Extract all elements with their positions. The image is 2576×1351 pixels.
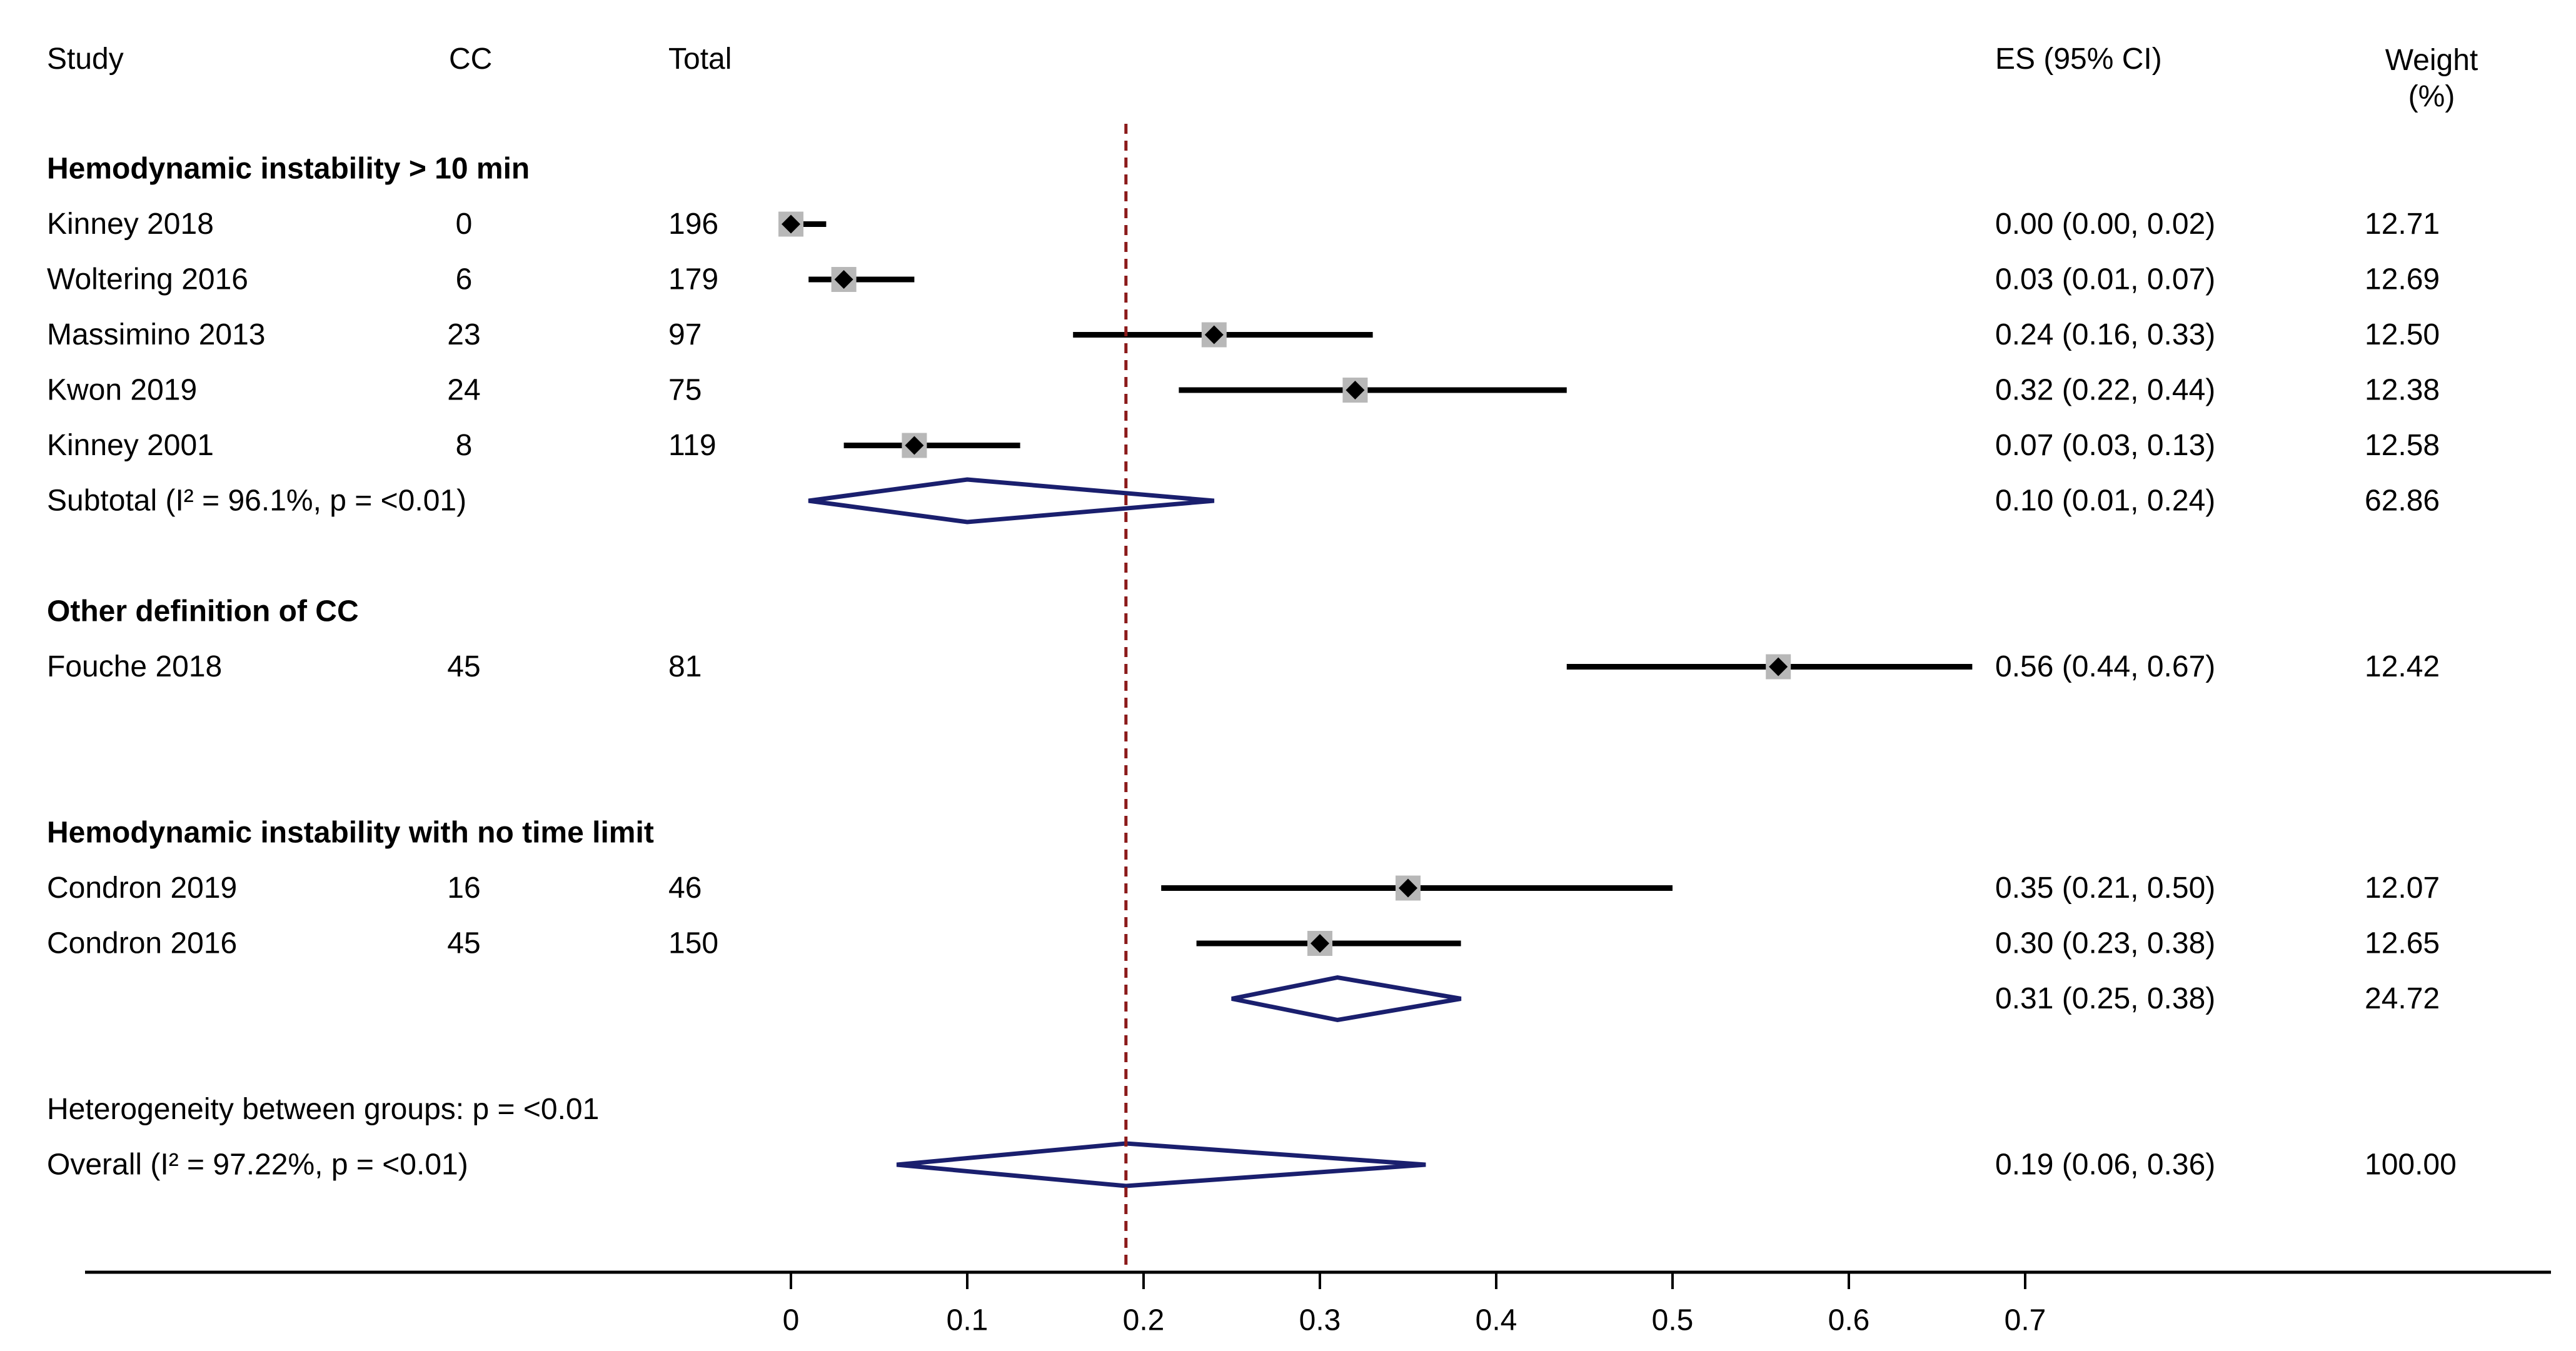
weight-value: 12.69 bbox=[2365, 263, 2440, 296]
study-label: Condron 2019 bbox=[47, 871, 237, 905]
cc-value: 23 bbox=[447, 318, 480, 351]
point-estimate bbox=[1399, 878, 1417, 898]
study-label: Kinney 2001 bbox=[47, 429, 214, 462]
group-heading: Hemodynamic instability with no time lim… bbox=[47, 816, 654, 850]
row-group: Hemodynamic instability > 10 min bbox=[47, 153, 530, 186]
point-estimate bbox=[1769, 657, 1788, 676]
row-study: Condron 2019 16 46 0.35 (0.21, 0.50) 12.07 bbox=[47, 871, 2440, 905]
x-tick-label: 0.1 bbox=[947, 1304, 989, 1337]
x-tick-label: 0.5 bbox=[1652, 1304, 1694, 1337]
header-weight: Weight bbox=[2385, 44, 2478, 77]
header-study: Study bbox=[47, 43, 124, 76]
point-estimate bbox=[1311, 934, 1329, 953]
study-label: Woltering 2016 bbox=[47, 263, 248, 296]
cc-value: 16 bbox=[447, 871, 480, 905]
study-label: Kinney 2018 bbox=[47, 208, 214, 241]
row-group: Other definition of CC bbox=[47, 595, 359, 628]
group-heading: Hemodynamic instability > 10 min bbox=[47, 153, 530, 186]
es-ci-value: 0.31 (0.25, 0.38) bbox=[1995, 982, 2215, 1015]
es-ci-value: 0.10 (0.01, 0.24) bbox=[1995, 485, 2215, 518]
header-cc: CC bbox=[449, 43, 492, 76]
total-value: 119 bbox=[668, 429, 717, 462]
weight-value: 24.72 bbox=[2365, 982, 2440, 1015]
study-label: Kwon 2019 bbox=[47, 374, 197, 407]
cc-value: 45 bbox=[447, 650, 480, 683]
x-tick-label: 0.3 bbox=[1299, 1304, 1341, 1337]
subtotal-label: Subtotal (I² = 96.1%, p = <0.01) bbox=[47, 485, 466, 518]
row-group: Hemodynamic instability with no time lim… bbox=[47, 816, 654, 850]
cc-value: 8 bbox=[456, 429, 473, 462]
row-study: Kinney 2018 0 196 0.00 (0.00, 0.02) 12.71 bbox=[47, 208, 2440, 241]
total-value: 150 bbox=[668, 927, 718, 960]
study-rows: Hemodynamic instability > 10 min Kinney 2… bbox=[47, 124, 2457, 1272]
subtotal-diamond bbox=[808, 477, 1215, 525]
weight-value: 12.42 bbox=[2365, 650, 2440, 683]
total-value: 196 bbox=[668, 208, 718, 241]
total-value: 97 bbox=[668, 318, 702, 351]
row-note: Heterogeneity between groups: p = <0.01 bbox=[47, 1093, 599, 1126]
subtotal-diamond bbox=[1231, 975, 1462, 1023]
row-overall: Overall (I² = 97.22%, p = <0.01) 0.19 (0.… bbox=[47, 1141, 2457, 1188]
group-heading: Other definition of CC bbox=[47, 595, 359, 628]
weight-value: 12.38 bbox=[2365, 374, 2440, 407]
x-tick-label: 0.6 bbox=[1828, 1304, 1870, 1337]
point-estimate bbox=[1346, 381, 1365, 399]
es-ci-value: 0.03 (0.01, 0.07) bbox=[1995, 263, 2215, 296]
point-estimate bbox=[1204, 325, 1224, 344]
weight-value: 12.07 bbox=[2365, 871, 2440, 905]
weight-value: 12.65 bbox=[2365, 927, 2440, 960]
es-ci-value: 0.24 (0.16, 0.33) bbox=[1995, 318, 2215, 351]
es-ci-value: 0.30 (0.23, 0.38) bbox=[1995, 927, 2215, 960]
es-ci-value: 0.19 (0.06, 0.36) bbox=[1995, 1148, 2215, 1182]
x-tick-label: 0.2 bbox=[1123, 1304, 1165, 1337]
point-estimate bbox=[905, 436, 924, 455]
row-study: Kinney 2001 8 119 0.07 (0.03, 0.13) 12.58 bbox=[47, 429, 2440, 462]
cc-value: 6 bbox=[456, 263, 473, 296]
total-value: 81 bbox=[668, 650, 702, 683]
weight-value: 62.86 bbox=[2365, 485, 2440, 518]
total-value: 46 bbox=[668, 871, 702, 905]
row-study: Woltering 2016 6 179 0.03 (0.01, 0.07) 12.69 bbox=[47, 263, 2440, 296]
x-tick-label: 0.7 bbox=[2005, 1304, 2046, 1337]
row-subtotal: 0.31 (0.25, 0.38) 24.72 bbox=[1231, 975, 2440, 1023]
weight-value: 12.50 bbox=[2365, 318, 2440, 351]
es-ci-value: 0.56 (0.44, 0.67) bbox=[1995, 650, 2215, 683]
total-value: 179 bbox=[668, 263, 718, 296]
study-label: Condron 2016 bbox=[47, 927, 237, 960]
overall-diamond bbox=[896, 1141, 1426, 1188]
total-value: 75 bbox=[668, 374, 702, 407]
row-study: Fouche 2018 45 81 0.56 (0.44, 0.67) 12.42 bbox=[47, 650, 2440, 683]
header-total: Total bbox=[668, 43, 732, 76]
weight-value: 12.58 bbox=[2365, 429, 2440, 462]
cc-value: 0 bbox=[456, 208, 473, 241]
column-headers: Study CC Total ES (95% CI) Weight (%) bbox=[47, 43, 2478, 113]
header-weight-unit: (%) bbox=[2408, 80, 2455, 113]
es-ci-value: 0.07 (0.03, 0.13) bbox=[1995, 429, 2215, 462]
row-study: Kwon 2019 24 75 0.32 (0.22, 0.44) 12.38 bbox=[47, 374, 2440, 407]
point-estimate bbox=[782, 214, 800, 234]
x-tick-label: 0 bbox=[783, 1304, 800, 1337]
cc-value: 24 bbox=[447, 374, 480, 407]
study-label: Massimino 2013 bbox=[47, 318, 266, 351]
cc-value: 45 bbox=[447, 927, 480, 960]
row-study: Condron 2016 45 150 0.30 (0.23, 0.38) 12.65 bbox=[47, 927, 2440, 960]
x-axis: 0 0.1 0.2 0.3 0.4 0.5 0.6 0.7 bbox=[85, 1270, 2551, 1337]
es-ci-value: 0.32 (0.22, 0.44) bbox=[1995, 374, 2215, 407]
study-label: Fouche 2018 bbox=[47, 650, 222, 683]
point-estimate bbox=[834, 270, 853, 289]
es-ci-value: 0.00 (0.00, 0.02) bbox=[1995, 208, 2215, 241]
weight-value: 12.71 bbox=[2365, 208, 2440, 241]
heterogeneity-note: Heterogeneity between groups: p = <0.01 bbox=[47, 1093, 599, 1126]
header-es: ES (95% CI) bbox=[1995, 43, 2162, 76]
row-study: Massimino 2013 23 97 0.24 (0.16, 0.33) 12.50 bbox=[47, 318, 2440, 351]
overall-label: Overall (I² = 97.22%, p = <0.01) bbox=[47, 1148, 468, 1182]
x-tick-label: 0.4 bbox=[1476, 1304, 1517, 1337]
weight-value: 100.00 bbox=[2365, 1148, 2457, 1182]
row-subtotal: Subtotal (I² = 96.1%, p = <0.01) 0.10 (0.… bbox=[47, 477, 2440, 525]
es-ci-value: 0.35 (0.21, 0.50) bbox=[1995, 871, 2215, 905]
